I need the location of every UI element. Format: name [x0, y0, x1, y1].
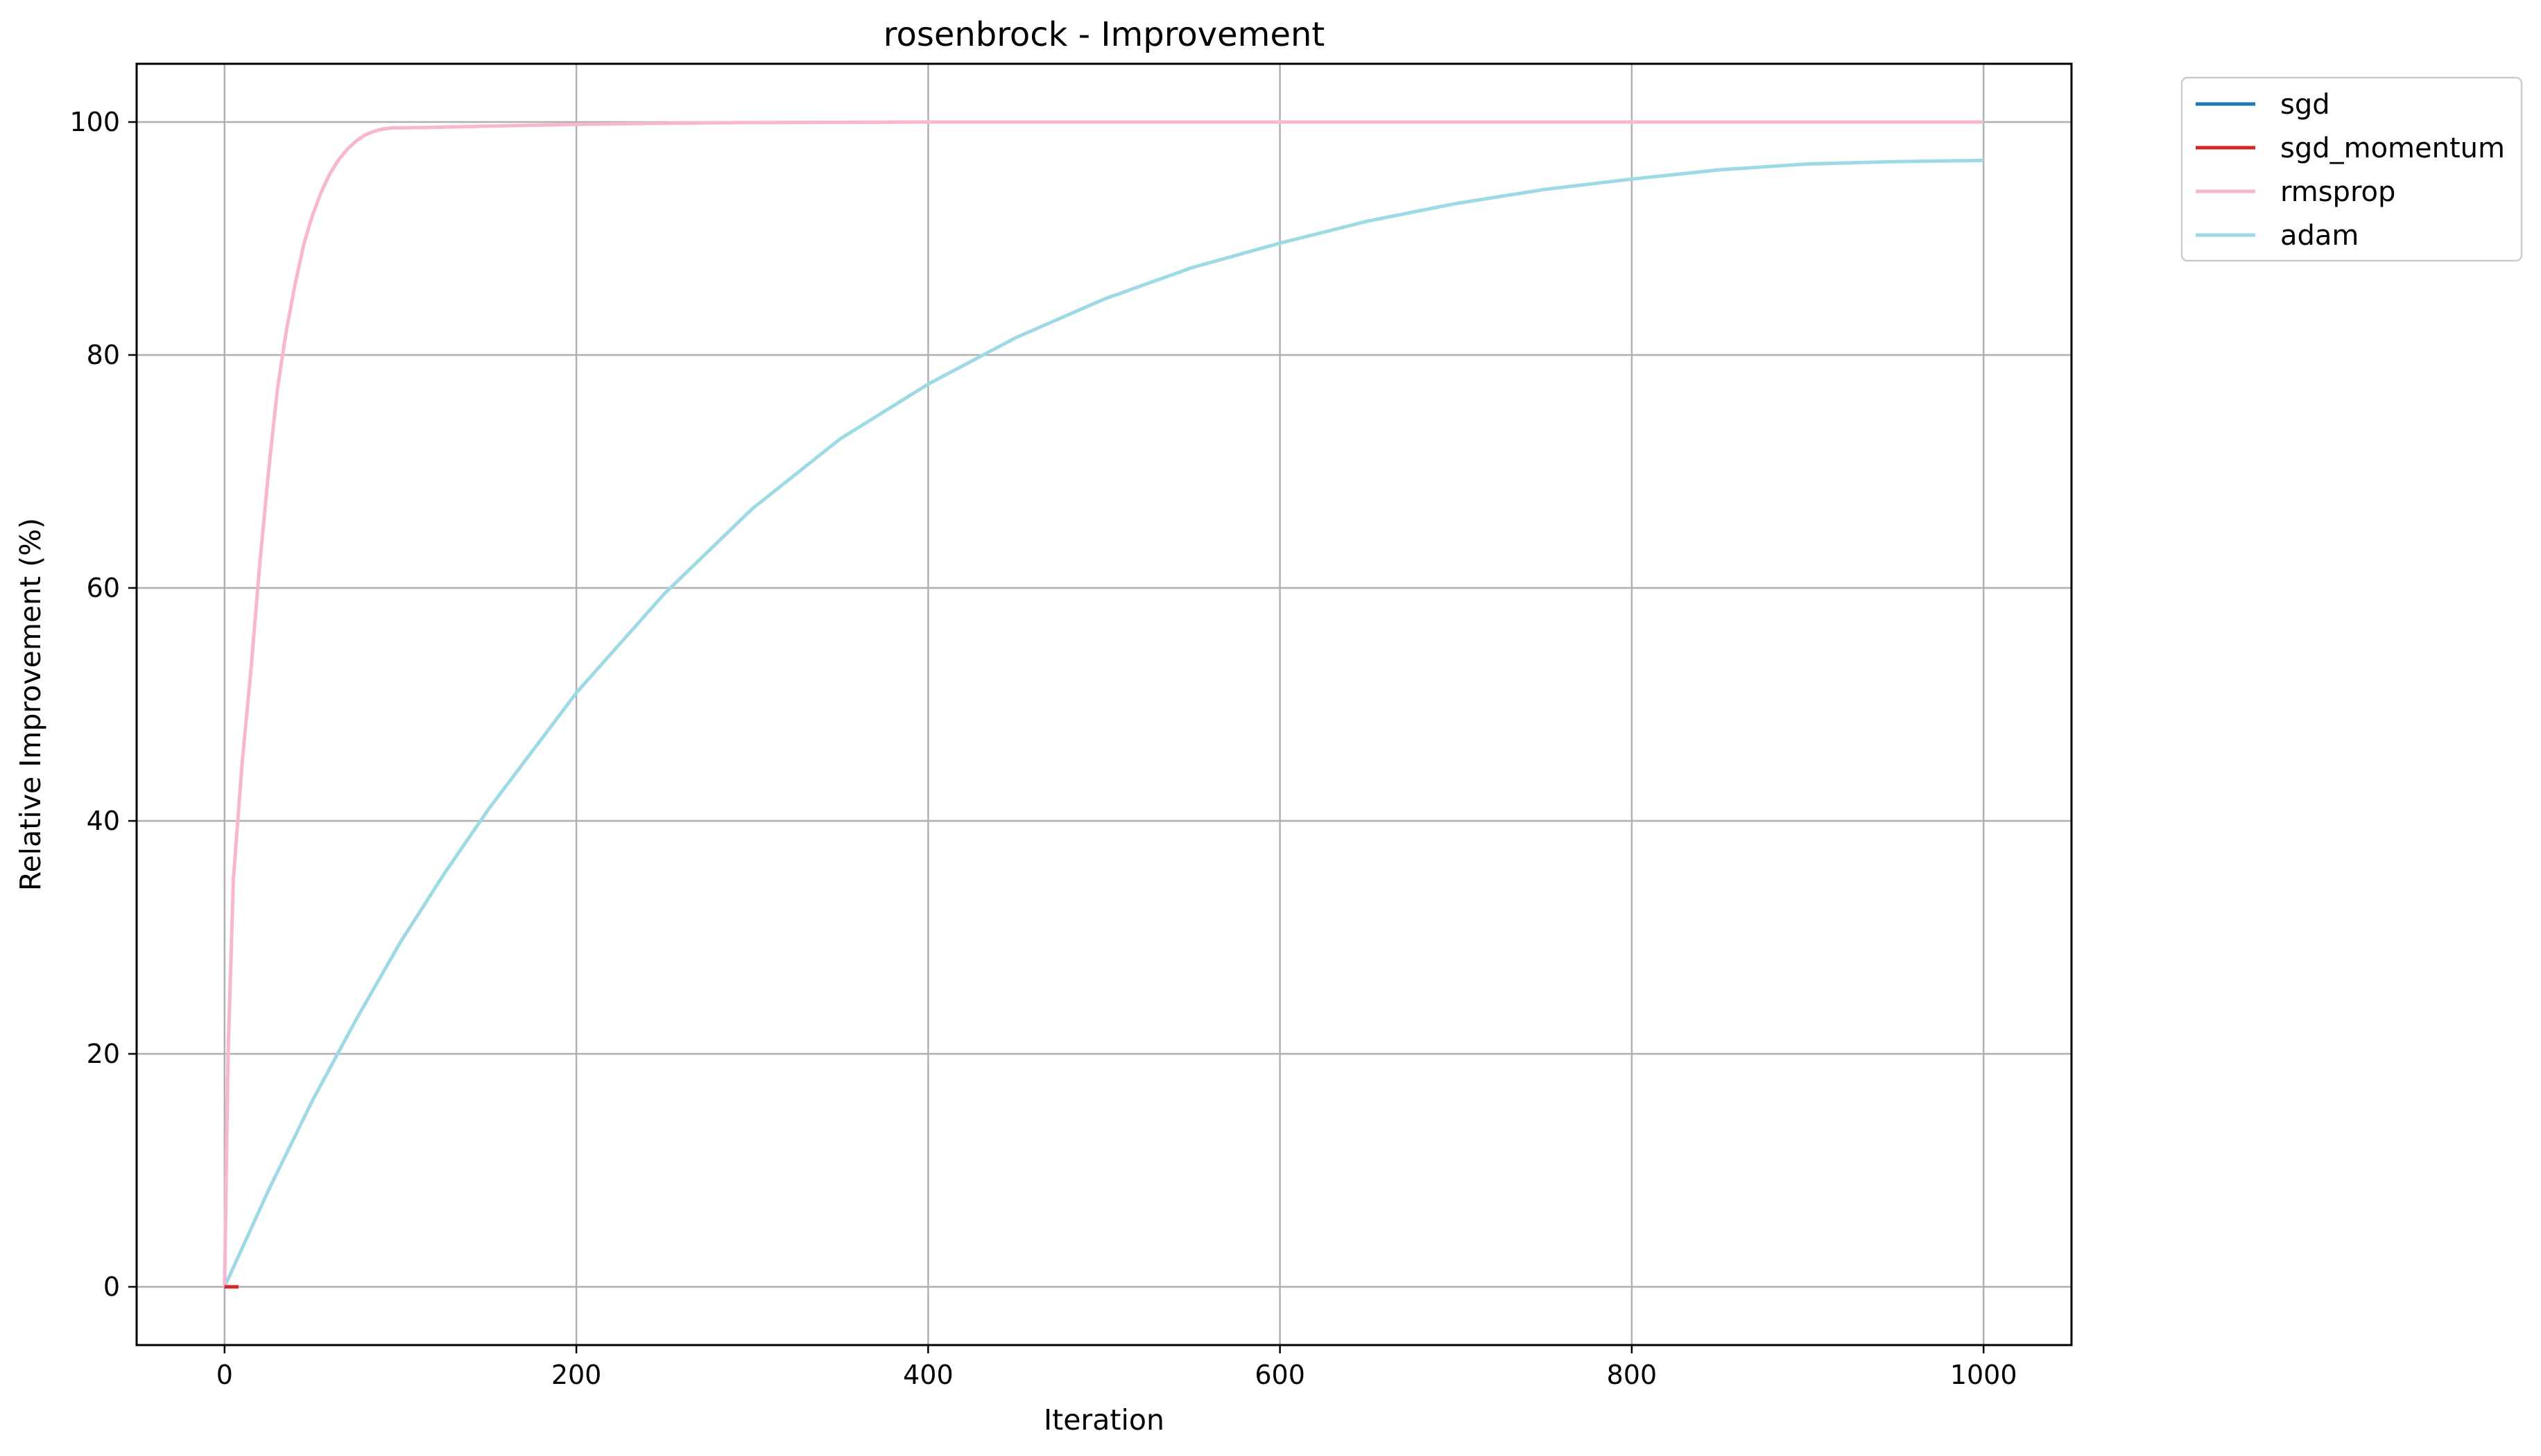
x-tick-label: 600: [1255, 1360, 1305, 1390]
legend-label-adam: adam: [2280, 220, 2359, 252]
x-tick-label: 0: [216, 1360, 233, 1390]
y-axis-ticks: 0 20 40 60 80 100: [69, 107, 137, 1302]
legend-label-rmsprop: rmsprop: [2280, 176, 2395, 208]
series-line-adam: [223, 158, 1984, 1288]
y-axis-label: Relative Improvement (%): [14, 518, 47, 891]
y-tick-label: 20: [87, 1039, 120, 1069]
x-tick-label: 400: [903, 1360, 954, 1390]
y-tick-label: 40: [87, 806, 120, 836]
plot-frame: [135, 62, 2073, 1346]
series-layer: [223, 120, 1984, 1289]
chart-title: rosenbrock - Improvement: [884, 15, 1325, 54]
legend-label-sgd: sgd: [2280, 89, 2330, 121]
legend-label-sgd-momentum: sgd_momentum: [2280, 132, 2505, 164]
y-tick-label: 80: [87, 340, 120, 370]
x-tick-label: 200: [551, 1360, 602, 1390]
x-tick-label: 800: [1607, 1360, 1657, 1390]
y-tick-label: 0: [103, 1272, 120, 1302]
grid: [137, 64, 2071, 1345]
y-tick-label: 60: [87, 573, 120, 603]
x-tick-label: 1000: [1950, 1360, 2017, 1390]
y-tick-label: 100: [69, 107, 120, 137]
series-line-rmsprop: [223, 120, 1984, 1288]
x-axis-label: Iteration: [1044, 1403, 1164, 1437]
x-axis-ticks: 0 200 400 600 800 1000: [216, 1345, 2017, 1390]
legend-box: [2180, 76, 2523, 262]
